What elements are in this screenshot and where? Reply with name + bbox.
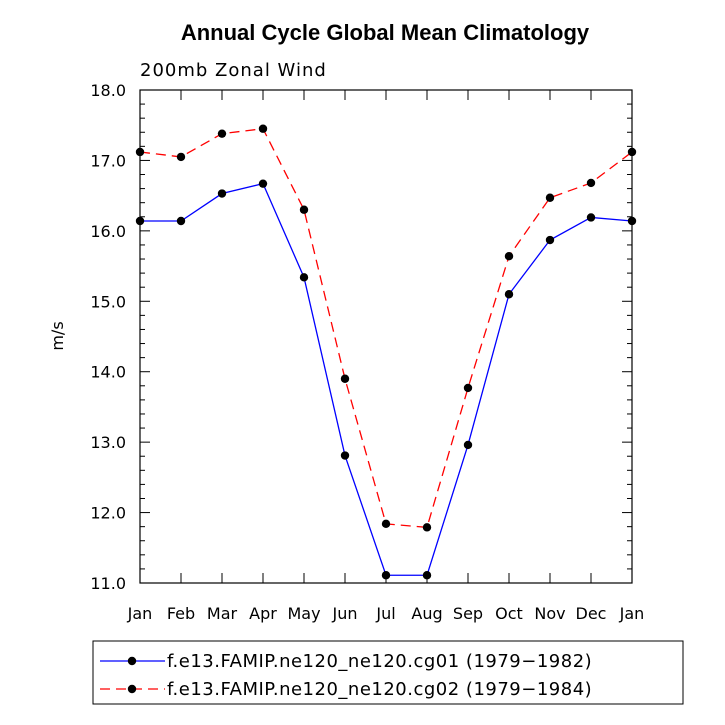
legend-marker-1: [127, 656, 137, 666]
data-point: [135, 147, 145, 157]
data-point: [258, 179, 268, 188]
y-tick-label: 12.0: [90, 504, 126, 523]
series-line-2: [139, 128, 633, 529]
legend: f.e13.FAMIP.ne120_ne120.cg01 (1979−1982)…: [100, 651, 592, 700]
series-line-1: [140, 182, 633, 576]
y-axis-label: m/s: [48, 321, 67, 350]
data-point: [176, 216, 186, 226]
data-point: [586, 213, 596, 222]
series-layer: [135, 124, 637, 580]
data-point: [463, 383, 473, 393]
x-tick-label: Oct: [495, 604, 523, 623]
legend-label-2: f.e13.FAMIP.ne120_ne120.cg02 (1979−1984): [167, 679, 592, 700]
data-point: [545, 193, 555, 202]
x-tick-label: Aug: [411, 604, 442, 623]
y-tick-label: 15.0: [90, 292, 126, 311]
data-point: [135, 216, 145, 226]
data-point: [422, 571, 432, 580]
legend-marker-2: [127, 684, 137, 694]
x-tick-label: Feb: [167, 604, 195, 623]
x-tick-label: Dec: [576, 604, 607, 623]
x-tick-label: Jun: [332, 604, 358, 623]
data-point: [504, 290, 514, 299]
data-point: [627, 216, 637, 226]
x-tick-label: Apr: [249, 604, 277, 623]
plot-frame: [139, 89, 633, 584]
x-tick-label: Nov: [534, 604, 565, 623]
chart-subtitle: 200mb Zonal Wind: [140, 60, 327, 81]
axis-ticks: 11.0 12.0 13.0 14.0 15.0 16.0 17.0 18.0 Jan Feb Ma…: [90, 81, 644, 623]
data-point: [627, 147, 637, 157]
chart-title: Annual Cycle Global Mean Climatology: [181, 20, 590, 45]
data-point: [340, 451, 350, 460]
y-tick-label: 11.0: [90, 574, 126, 593]
x-tick-label: May: [287, 604, 320, 623]
y-tick-label: 18.0: [90, 81, 126, 100]
data-point: [381, 571, 391, 580]
y-tick-label: 17.0: [90, 151, 126, 170]
data-point: [381, 519, 391, 529]
legend-box: [92, 640, 684, 705]
x-tick-label: Sep: [453, 604, 483, 623]
data-point: [545, 235, 555, 245]
x-tick-label: Jan: [127, 604, 153, 623]
data-point: [258, 124, 268, 133]
data-point: [504, 252, 514, 261]
data-point: [217, 189, 227, 198]
data-point: [586, 178, 596, 188]
y-tick-label: 13.0: [90, 433, 126, 452]
data-point: [463, 440, 473, 450]
data-point: [299, 205, 309, 214]
data-point: [422, 523, 432, 532]
y-tick-label: 16.0: [90, 222, 126, 241]
x-tick-label: Jul: [375, 604, 395, 623]
legend-label-1: f.e13.FAMIP.ne120_ne120.cg01 (1979−1982): [167, 651, 592, 672]
data-point: [217, 129, 227, 138]
data-point: [176, 152, 186, 162]
y-tick-label: 14.0: [90, 363, 126, 382]
x-tick-label: Jan: [619, 604, 645, 623]
data-point: [299, 273, 309, 282]
x-tick-label: Mar: [207, 604, 238, 623]
data-point: [340, 374, 350, 383]
